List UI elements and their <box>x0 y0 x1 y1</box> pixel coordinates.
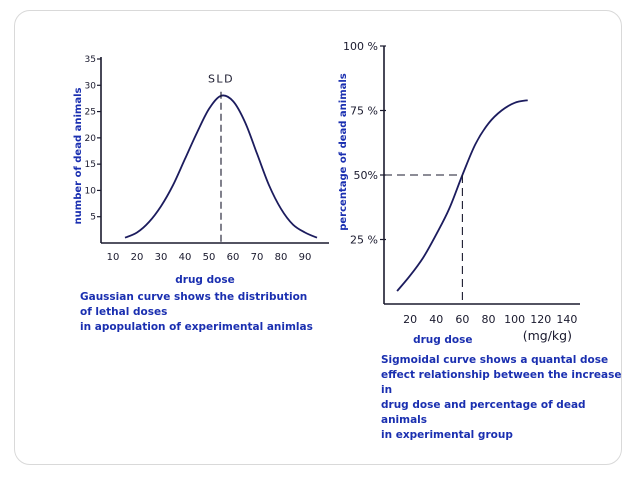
y-axis-label: percentage of dead animals <box>338 73 349 231</box>
sigmoid-caption-line-2: effect relationship between the increase… <box>381 369 622 396</box>
x-axis-label: drug dose <box>175 274 234 286</box>
y-tick-label: 50% <box>354 169 378 182</box>
x-tick-label: 40 <box>179 252 192 263</box>
x-tick-label: 40 <box>429 313 443 326</box>
x-tick-label: 120 <box>530 313 551 326</box>
y-tick-label: 10 <box>85 186 97 196</box>
x-tick-label: 60 <box>455 313 469 326</box>
sigmoid-caption-line-4: in experimental group <box>381 429 513 441</box>
y-tick-label: 30 <box>85 81 97 91</box>
y-axis-label: number of dead animals <box>73 88 84 225</box>
x-tick-label: 90 <box>299 252 312 263</box>
x-tick-label: 20 <box>131 252 144 263</box>
y-tick-label: 75 % <box>350 105 378 118</box>
gaussian-chart: 5 10 15 20 25 30 35 10 20 30 40 50 60 70 80 90 SLD drug d… <box>73 55 329 286</box>
x-tick-label: 50 <box>203 252 216 263</box>
y-tick-label: 25 <box>85 108 96 118</box>
y-tick-label: 15 <box>85 160 96 170</box>
sigmoid-chart: 25 % 50% 75 % 100 % 20 40 60 80 100 120 140 drug do… <box>338 40 580 346</box>
gaussian-caption-line-2: in apopulation of experimental animlas <box>80 321 313 333</box>
x-tick-label: 10 <box>107 252 120 263</box>
x-tick-label: 100 <box>504 313 525 326</box>
x-tick-label: 80 <box>482 313 496 326</box>
y-tick-label: 100 % <box>343 40 378 53</box>
sigmoid-caption: Sigmoidal curve shows a quantal dose eff… <box>381 353 631 443</box>
unit-label: (mg/kg) <box>523 328 572 343</box>
x-axis-label: drug dose <box>413 334 472 346</box>
slide-frame <box>14 10 622 465</box>
x-tick-label: 60 <box>227 252 240 263</box>
sigmoid-caption-line-3: drug dose and percentage of dead animals <box>381 399 586 426</box>
gaussian-caption-line-1: Gaussian curve shows the distribution of… <box>80 291 308 318</box>
sigmoid-caption-line-1: Sigmoidal curve shows a quantal dose <box>381 354 609 366</box>
x-tick-label: 70 <box>251 252 264 263</box>
x-tick-label: 140 <box>556 313 577 326</box>
y-tick-label: 5 <box>90 213 96 223</box>
y-tick-label: 25 % <box>350 234 378 247</box>
gaussian-caption: Gaussian curve shows the distribution of… <box>80 290 320 335</box>
x-tick-label: 20 <box>403 313 417 326</box>
y-tick-label: 35 <box>85 55 96 65</box>
x-tick-label: 30 <box>155 252 168 263</box>
y-tick-label: 20 <box>85 134 97 144</box>
x-tick-label: 80 <box>275 252 288 263</box>
sld-label: SLD <box>208 73 234 86</box>
